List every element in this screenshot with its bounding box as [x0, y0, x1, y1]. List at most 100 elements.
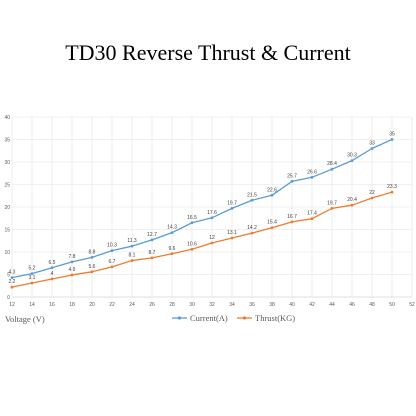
data-label: 35 — [389, 132, 395, 138]
data-label: 4 — [51, 271, 54, 277]
data-point — [350, 159, 354, 163]
x-tick-label: 44 — [329, 302, 335, 308]
data-point — [170, 252, 174, 256]
data-point — [30, 272, 34, 275]
data-label: 17.4 — [307, 211, 317, 217]
data-label: 15.4 — [267, 220, 277, 226]
data-label: 10.3 — [107, 243, 117, 249]
x-tick-label: 18 — [69, 302, 75, 308]
data-label: 4.9 — [69, 267, 76, 273]
x-tick-label: 32 — [209, 302, 215, 308]
data-label: 30.3 — [347, 153, 357, 159]
data-label: 11.3 — [127, 238, 137, 244]
data-label: 16.7 — [287, 214, 297, 220]
data-point — [190, 247, 194, 251]
data-label: 33 — [369, 141, 375, 147]
data-point — [250, 198, 254, 202]
y-tick-label: 10 — [4, 250, 10, 256]
data-label: 23.3 — [387, 184, 397, 190]
y-tick-label: 0 — [7, 295, 10, 301]
data-point — [50, 266, 54, 270]
x-tick-label: 36 — [249, 302, 255, 308]
grid-lines — [11, 116, 413, 298]
data-point — [270, 226, 274, 230]
data-point — [270, 193, 274, 197]
y-tick-label: 20 — [4, 205, 10, 211]
data-label: 2.2 — [9, 279, 16, 285]
data-label: 26.6 — [307, 169, 317, 175]
data-label: 12 — [209, 235, 215, 241]
data-label: 8.7 — [149, 250, 156, 256]
data-point — [50, 277, 54, 281]
data-label: 19.7 — [227, 200, 237, 206]
data-point — [390, 138, 394, 141]
data-label: 12.7 — [147, 232, 157, 238]
data-point — [90, 270, 94, 274]
data-point — [150, 256, 154, 260]
y-tick-label: 15 — [4, 227, 10, 233]
series-line-0 — [11, 138, 393, 279]
data-point — [370, 147, 374, 150]
chart-title: TD30 Reverse Thrust & Current — [65, 40, 351, 65]
data-point — [70, 273, 74, 277]
data-point — [290, 220, 294, 224]
data-point — [350, 203, 354, 207]
data-point — [210, 216, 214, 220]
data-point — [10, 276, 14, 280]
data-point — [330, 206, 334, 210]
data-label: 14.3 — [167, 225, 177, 231]
x-tick-label: 26 — [149, 302, 155, 308]
data-label: 5.6 — [89, 264, 96, 270]
legend: Current(A) Thrust(KG) — [172, 313, 295, 323]
data-point — [230, 206, 234, 210]
series-line-1 — [11, 191, 393, 288]
x-tick-label: 40 — [289, 302, 295, 308]
x-tick-label: 50 — [389, 302, 395, 308]
data-label: 20.4 — [347, 197, 357, 203]
data-label: 25.7 — [287, 173, 297, 179]
legend-marker-1 — [242, 316, 247, 320]
x-tick-label: 34 — [229, 302, 235, 308]
series-lines — [10, 138, 394, 289]
data-label: 6.7 — [109, 259, 116, 265]
data-label: 9.6 — [169, 246, 176, 252]
data-point — [250, 231, 254, 235]
data-point — [10, 285, 14, 289]
data-point — [70, 260, 74, 264]
x-tick-label: 52 — [409, 302, 415, 308]
x-tick-label: 30 — [189, 302, 195, 308]
data-label: 19.7 — [327, 200, 337, 206]
data-label: 16.5 — [187, 215, 197, 221]
y-tick-label: 25 — [4, 182, 10, 188]
data-point — [390, 190, 394, 194]
data-label: 8.8 — [89, 249, 96, 255]
y-tick-label: 35 — [4, 137, 10, 143]
data-point — [310, 217, 314, 221]
data-point — [30, 281, 34, 285]
data-point — [130, 244, 134, 248]
data-label: 28.4 — [327, 161, 337, 167]
data-point — [210, 241, 214, 245]
x-tick-label: 28 — [169, 302, 175, 308]
legend-label-1: Thrust(KG) — [255, 313, 295, 323]
x-tick-label: 38 — [269, 302, 275, 308]
x-tick-label: 16 — [49, 302, 55, 308]
x-tick-label: 12 — [9, 302, 15, 308]
data-point — [230, 236, 234, 240]
data-label: 7.8 — [69, 254, 76, 260]
data-point — [130, 259, 134, 262]
data-point — [290, 179, 294, 183]
x-axis-title: Voltage (V) — [5, 314, 45, 324]
legend-marker-0 — [177, 316, 182, 320]
y-tick-label: 30 — [4, 160, 10, 166]
data-point — [110, 265, 114, 269]
y-tick-label: 5 — [7, 272, 10, 278]
data-point — [150, 238, 154, 242]
data-label: 17.6 — [207, 210, 217, 216]
data-point — [90, 256, 94, 259]
x-tick-label: 48 — [369, 302, 375, 308]
data-point — [110, 249, 114, 253]
x-tick-label: 24 — [129, 302, 135, 308]
